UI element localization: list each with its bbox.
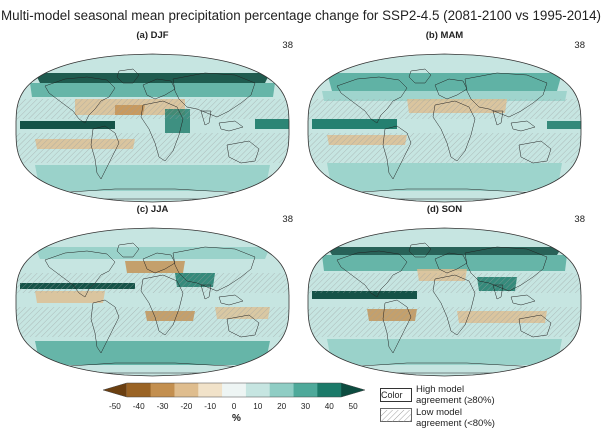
colorbar-bin xyxy=(126,383,151,397)
colorbar-bin xyxy=(293,383,318,397)
colorbar-bin xyxy=(150,383,175,397)
model-count: 38 xyxy=(282,40,293,51)
panel-djf: (a) DJF 38 xyxy=(10,30,295,210)
colorbar-bin xyxy=(174,383,199,397)
colorbar-bin xyxy=(103,383,127,397)
key-hatch-swatch xyxy=(380,408,412,422)
colorbar-unit: % xyxy=(232,413,241,424)
colorbar-tick-label: -20 xyxy=(180,402,193,411)
colorbar-tick-label: 40 xyxy=(324,402,334,411)
colorbar-tick-label: -40 xyxy=(132,402,145,411)
key-high-agreement: High model agreement (≥80%) xyxy=(416,384,495,406)
panel-label: (a) DJF xyxy=(136,30,169,41)
colorbar-tick-label: -30 xyxy=(156,402,169,411)
panel-label: (c) JJA xyxy=(136,204,169,215)
precipitation-map-mam xyxy=(307,53,582,203)
colorbar-tick-label: 30 xyxy=(300,402,311,411)
key-color-word: Color xyxy=(381,390,403,400)
precipitation-map-son xyxy=(307,227,582,377)
precipitation-map-jja xyxy=(15,227,290,377)
panel-son: (d) SON 38 xyxy=(302,204,587,384)
panel-label: (b) MAM xyxy=(425,30,464,41)
model-count: 38 xyxy=(282,214,293,225)
colorbar-tick-label: -10 xyxy=(204,402,217,411)
colorbar-bin xyxy=(245,383,271,397)
model-count: 38 xyxy=(574,214,585,225)
colorbar-tick-label: 50 xyxy=(348,402,358,411)
colorbar-bin xyxy=(222,383,247,397)
panel-mam: (b) MAM 38 xyxy=(302,30,587,210)
panel-label: (d) SON xyxy=(426,204,463,215)
colorbar-bin xyxy=(198,383,223,397)
colorbar-bin xyxy=(269,383,294,397)
panel-jja: (c) JJA 38 xyxy=(10,204,295,384)
colorbar-tick-label: -50 xyxy=(108,402,121,411)
key-low-agreement: Low model agreement (<80%) xyxy=(416,407,495,429)
colorbar xyxy=(103,382,365,398)
colorbar-tick-label: 0 xyxy=(231,402,237,411)
precipitation-map-djf xyxy=(15,53,290,203)
colorbar-bin xyxy=(317,383,342,397)
colorbar-tick-label: 10 xyxy=(253,402,263,411)
model-count: 38 xyxy=(574,40,585,51)
colorbar-bin xyxy=(341,383,365,397)
figure-title: Multi-model seasonal mean precipitation … xyxy=(1,8,601,23)
key-color-swatch: Color xyxy=(380,388,412,402)
colorbar-tick-label: 20 xyxy=(277,402,287,411)
